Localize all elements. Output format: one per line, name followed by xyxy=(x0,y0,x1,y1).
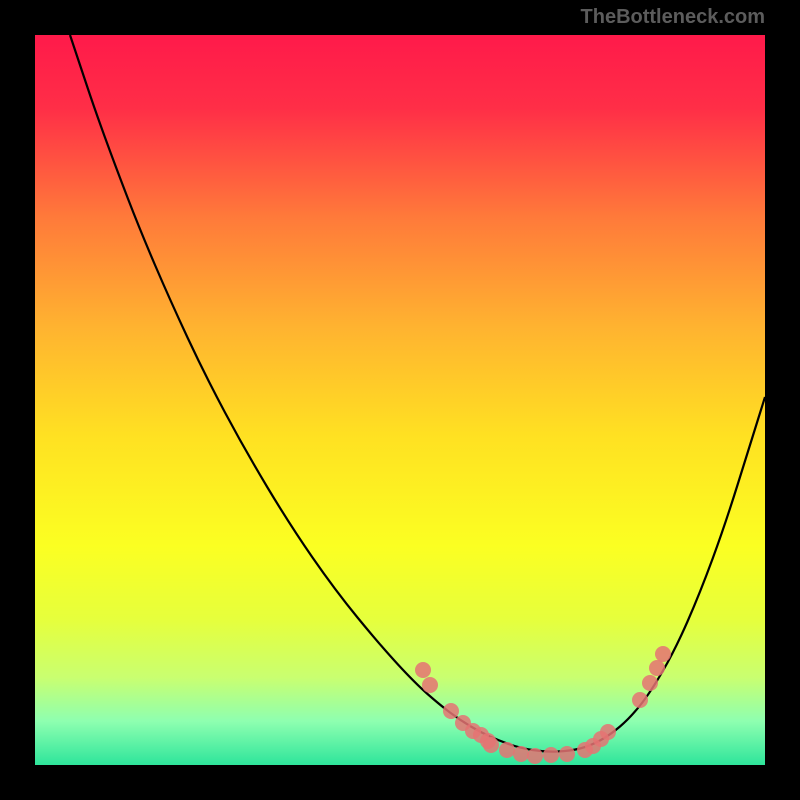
data-marker xyxy=(483,737,499,753)
data-marker xyxy=(642,675,658,691)
data-marker xyxy=(543,747,559,763)
data-marker xyxy=(513,746,529,762)
data-marker xyxy=(499,742,515,758)
chart-svg xyxy=(35,35,765,765)
data-marker xyxy=(443,703,459,719)
watermark-text: TheBottleneck.com xyxy=(581,6,765,29)
plot-area xyxy=(35,35,765,765)
data-marker xyxy=(559,746,575,762)
data-marker xyxy=(632,692,648,708)
data-marker xyxy=(600,724,616,740)
data-marker xyxy=(422,677,438,693)
data-marker xyxy=(649,660,665,676)
data-marker xyxy=(655,646,671,662)
bottleneck-curve xyxy=(70,35,765,752)
marker-group xyxy=(415,646,671,764)
data-marker xyxy=(415,662,431,678)
data-marker xyxy=(527,748,543,764)
